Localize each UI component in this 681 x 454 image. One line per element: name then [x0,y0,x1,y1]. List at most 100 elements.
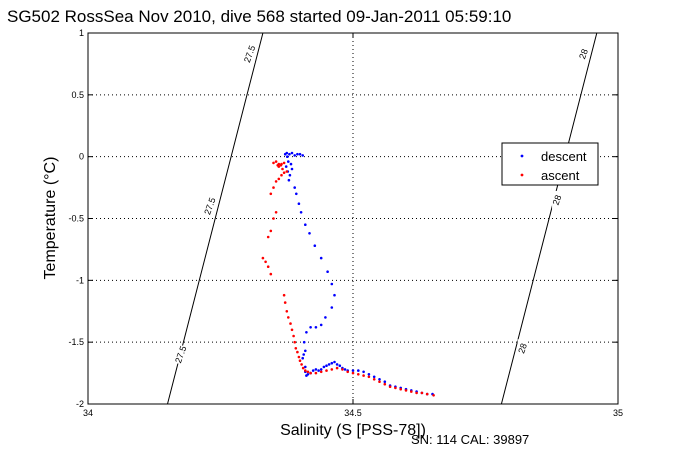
point-ascent [261,256,265,260]
x-tick-label: 35 [613,408,623,418]
point-ascent [306,370,310,374]
legend-marker-ascent [520,173,524,177]
point-ascent [341,368,344,371]
point-descent [308,232,311,235]
grid [88,33,618,404]
point-ascent [276,164,280,167]
point-descent [301,356,305,360]
contour-label-bg [517,339,528,358]
point-descent [302,340,306,344]
legend-label-descent: descent [541,149,587,164]
y-tick-label: -0.5 [68,214,84,224]
point-ascent [269,192,273,196]
point-descent [383,380,387,384]
point-ascent [362,374,365,377]
point-ascent [357,373,360,376]
point-descent [287,178,291,182]
footnote: SN: 114 CAL: 39897 [411,432,529,447]
point-descent [304,365,307,369]
point-descent [290,167,294,171]
x-axis-ticks: 34 34.5 35 [83,33,623,418]
point-ascent [269,229,273,233]
point-ascent [351,371,355,375]
contour-label: 27.5 [173,345,188,365]
contour-line-28 [500,32,598,405]
y-tick-label: 0.5 [71,90,84,100]
point-descent [298,152,302,156]
contour-line-27-5 [167,32,264,405]
contour-label-bg [244,45,255,64]
point-descent [288,173,292,177]
point-descent [293,186,297,189]
point-descent [314,368,318,371]
point-ascent [264,260,267,264]
point-ascent [266,235,270,239]
point-ascent [274,180,278,183]
point-ascent [290,328,294,332]
density-contours: 27.5 27.5 27.5 28 28 28 [167,32,598,405]
point-descent [330,361,334,365]
point-descent [289,162,293,166]
point-descent [357,369,360,372]
point-ascent [319,370,323,374]
point-descent [327,363,331,366]
point-descent [299,211,303,214]
point-descent [314,326,318,329]
point-ascent [283,301,287,304]
x-tick-label: 34 [83,408,93,418]
point-ascent [298,359,302,363]
point-ascent [287,316,290,319]
y-tick-label: -1 [76,275,84,285]
point-ascent [304,369,307,372]
point-ascent [285,170,289,173]
point-ascent [314,371,318,375]
point-ascent [281,167,284,171]
point-descent [378,378,381,381]
point-descent [335,363,339,366]
y-tick-label: -1.5 [68,337,84,347]
point-descent [333,293,336,297]
point-descent [288,152,291,156]
point-descent [319,256,323,260]
point-ascent [272,217,275,220]
point-ascent [282,293,286,297]
point-ascent [372,378,376,381]
y-axis-ticks: -2 -1.5 -1 -0.5 0 0.5 1 [68,28,618,409]
point-descent [311,369,315,372]
y-tick-label: 1 [79,28,84,38]
point-ascent [282,171,286,174]
legend-marker-descent [520,154,524,158]
point-ascent [410,390,413,393]
point-ascent [346,370,350,374]
point-descent [324,316,327,319]
point-ascent [272,186,275,189]
point-descent [333,360,336,364]
contour-label: 28 [551,194,564,207]
point-descent [285,151,289,155]
point-descent [286,155,289,158]
point-descent [304,223,307,226]
point-descent [343,368,347,371]
point-ascent [292,334,295,338]
point-descent [330,282,334,286]
y-tick-label: 0 [79,152,84,162]
point-ascent [399,387,403,391]
point-descent [304,349,307,353]
y-tick-label: -2 [76,399,84,409]
contour-label: 27.5 [202,196,217,216]
contour-label: 27.5 [242,44,257,64]
point-descent [313,244,317,247]
point-descent [319,368,323,371]
point-descent [351,369,355,372]
chart-title: SG502 RossSea Nov 2010, dive 568 started… [7,7,511,26]
point-descent [305,331,308,334]
point-ascent [404,389,408,392]
point-ascent [300,363,303,366]
point-descent [284,165,288,168]
point-ascent [388,385,392,389]
point-ascent [425,392,429,396]
point-ascent [394,386,397,390]
point-ascent [266,265,270,269]
contour-label-bg [552,190,563,209]
point-descent [302,353,306,356]
